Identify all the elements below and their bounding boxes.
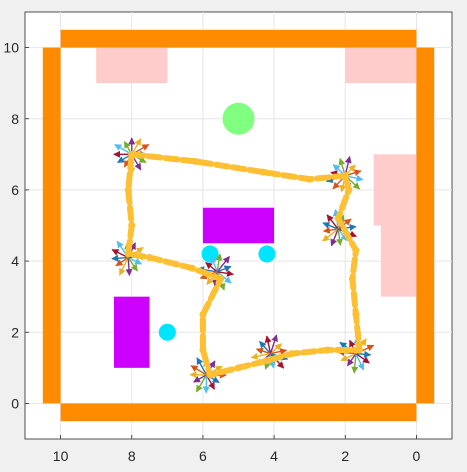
cyan-marker [158, 323, 176, 341]
quiver-arrow [336, 228, 343, 246]
pink-zone [380, 225, 417, 297]
trajectory-point [355, 346, 363, 354]
trajectory-point [128, 222, 136, 229]
goal-circle [222, 102, 255, 135]
pink-zones [96, 47, 417, 297]
quiver-arrow [355, 353, 365, 371]
y-tick-label: 0 [11, 395, 19, 411]
quiver-arrow [217, 269, 234, 277]
quiver-arrow [193, 374, 207, 383]
quiver-arrow [322, 228, 339, 242]
cyan-marker [201, 245, 219, 263]
goal-marker [222, 102, 255, 135]
quiver-arrow [351, 353, 359, 374]
quiver-arrow [115, 256, 129, 267]
axis-ticks: 10 8 6 4 2 0 0 2 4 6 8 10 [3, 40, 420, 464]
trajectory-point [334, 214, 342, 222]
quiver-arrow [346, 353, 357, 367]
x-tick-label: 8 [128, 448, 136, 464]
quiver-arrow [250, 352, 271, 360]
quiver-arrow [127, 256, 143, 265]
trajectory-point [217, 275, 225, 283]
trajectory-point [124, 186, 132, 194]
trajectory-point [206, 371, 214, 379]
x-tick-label: 10 [53, 448, 69, 464]
quiver-arrow [196, 357, 208, 376]
quiver-arrow [111, 254, 129, 262]
trajectory-point [323, 346, 331, 354]
quiver-arrow [216, 271, 232, 284]
trajectory-point [128, 150, 136, 158]
obstacles [113, 207, 275, 368]
x-tick-label: 2 [341, 448, 349, 464]
pink-zone [96, 47, 168, 84]
trajectory-point [188, 264, 196, 272]
pink-zone [345, 47, 417, 84]
quiver-arrow [355, 353, 370, 364]
cyan-marker [258, 245, 276, 263]
quiver-arrow [255, 347, 271, 355]
quiver-arrow [326, 214, 339, 230]
quiver-arrow [205, 261, 218, 273]
trajectory-point [263, 357, 271, 365]
x-tick-label: 4 [270, 448, 278, 464]
wall [42, 47, 61, 404]
walls [42, 29, 435, 422]
y-tick-label: 4 [11, 253, 19, 269]
trajectory-point [259, 168, 267, 176]
trajectory-point [192, 157, 200, 165]
obstacle [113, 296, 150, 368]
y-tick-label: 2 [11, 324, 19, 340]
quiver-arrow [264, 335, 272, 354]
pink-zone [373, 154, 417, 226]
wall [60, 403, 417, 422]
quiver-arrow [259, 340, 272, 355]
quiver-arrow [270, 343, 282, 355]
quiver-arrow [215, 253, 223, 272]
obstacle [202, 207, 275, 244]
trajectory-point [352, 246, 360, 254]
quiver-arrow [210, 255, 218, 273]
quiver-arrow [111, 249, 129, 259]
quiver-arrow [270, 348, 288, 355]
x-tick-label: 0 [413, 448, 421, 464]
y-tick-label: 10 [3, 40, 19, 56]
trajectory-point [348, 275, 356, 283]
quiver-arrow [125, 257, 133, 277]
wall [60, 29, 417, 48]
trajectory-point [341, 172, 349, 180]
quiver-arrow [195, 374, 208, 393]
quiver-arrow [269, 334, 278, 354]
quiver-arrow [216, 265, 232, 273]
quiver-arrow [337, 218, 352, 230]
x-tick-label: 6 [199, 448, 207, 464]
y-tick-label: 8 [11, 111, 19, 127]
wall [416, 47, 435, 404]
quiver-arrow [355, 350, 372, 358]
cyan-markers [158, 245, 276, 341]
trajectory-point [124, 250, 132, 258]
trajectory-point [345, 186, 353, 194]
trajectory-point [288, 350, 296, 358]
quiver-arrow [190, 365, 207, 376]
quiver-arrow [337, 228, 348, 242]
quiver-arrow [216, 256, 231, 273]
quiver-arrow [118, 257, 129, 276]
trajectory-point [199, 346, 207, 354]
trajectory-point [146, 254, 154, 262]
quiver-arrow [322, 226, 339, 234]
trajectory-point [306, 175, 314, 183]
trajectory-point [235, 364, 242, 372]
trajectory-point [199, 310, 207, 318]
quiver-arrow [127, 257, 138, 272]
y-tick-label: 6 [11, 182, 19, 198]
quiver-arrow [340, 352, 357, 362]
quiver-arrow [322, 222, 339, 230]
robot-paths [124, 150, 363, 379]
trajectory-point [352, 310, 360, 318]
quiver-arrow [330, 228, 339, 247]
